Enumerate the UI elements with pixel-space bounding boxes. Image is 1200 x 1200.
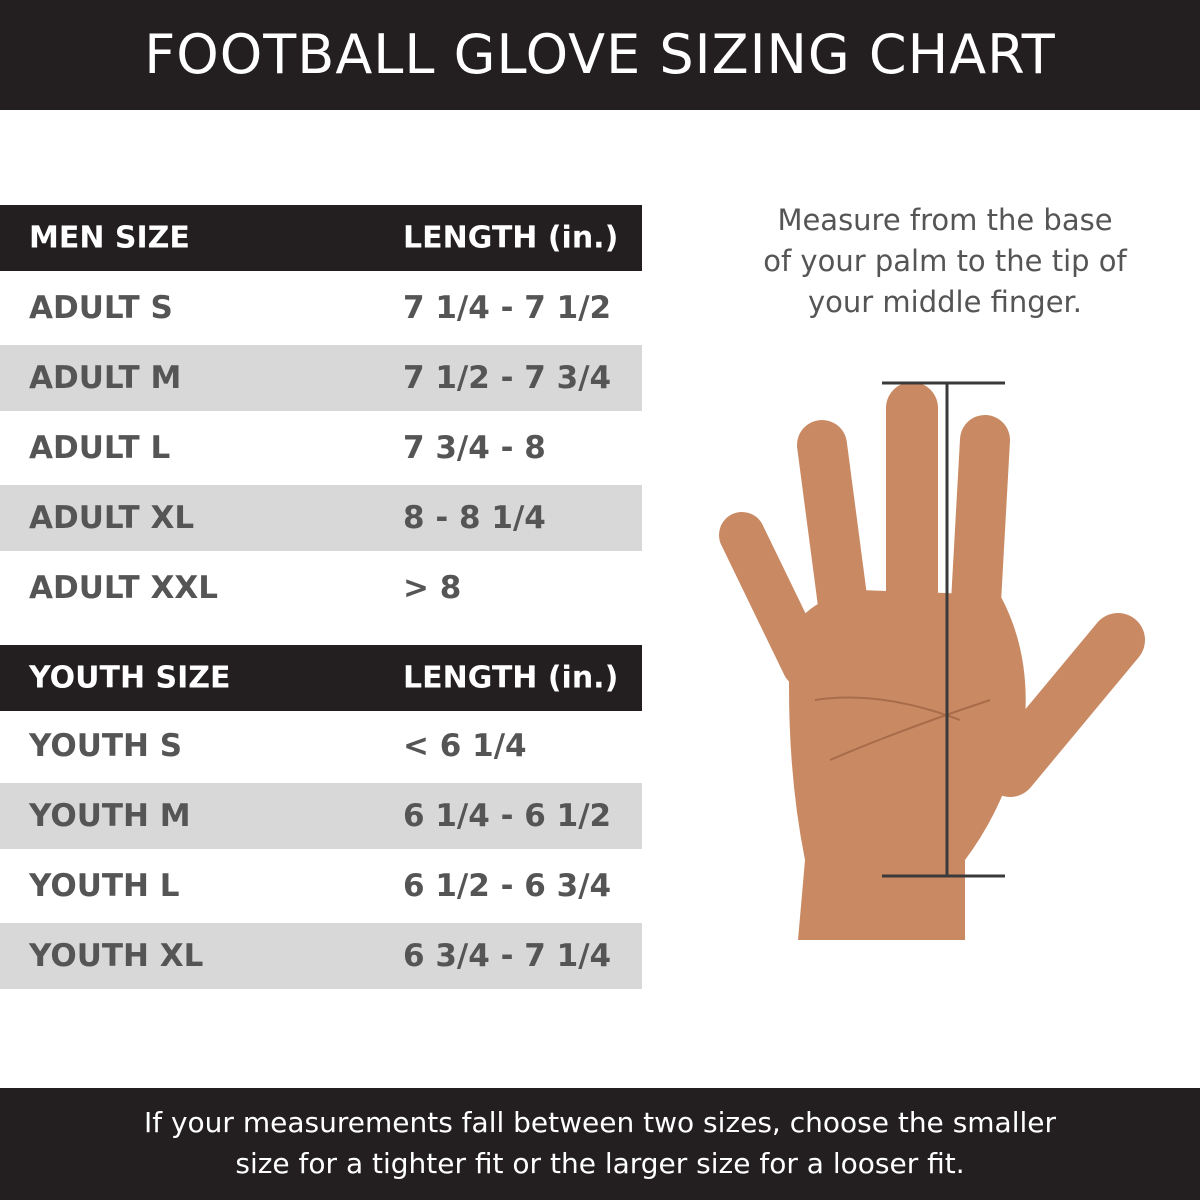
- hand-illustration: [719, 381, 1145, 940]
- table-row: ADULT M 7 1/2 - 7 3/4: [0, 345, 642, 411]
- length-cell: 6 3/4 - 7 1/4: [403, 938, 612, 974]
- footer-line: If your measurements fall between two si…: [143, 1106, 1057, 1139]
- table-row: YOUTH XL 6 3/4 - 7 1/4: [0, 923, 642, 989]
- table-row: ADULT L 7 3/4 - 8: [0, 415, 642, 481]
- measurement-line: [882, 381, 1005, 878]
- table-row: ADULT S 7 1/4 - 7 1/2: [0, 275, 642, 341]
- header-length: LENGTH (in.): [403, 220, 619, 256]
- length-cell: < 6 1/4: [403, 728, 527, 764]
- men-size-table: MEN SIZE LENGTH (in.) ADULT S 7 1/4 - 7 1/…: [0, 205, 642, 621]
- length-cell: > 8: [403, 570, 462, 606]
- length-cell: 6 1/2 - 6 3/4: [403, 868, 612, 904]
- table-row: ADULT XXL > 8: [0, 555, 642, 621]
- header-size: MEN SIZE: [29, 220, 190, 256]
- size-cell: ADULT M: [29, 360, 182, 396]
- table-row: ADULT XL 8 - 8 1/4: [0, 485, 642, 551]
- size-cell: ADULT S: [29, 290, 173, 326]
- size-cell: YOUTH L: [29, 868, 180, 904]
- size-cell: YOUTH XL: [29, 938, 204, 974]
- table-row: YOUTH S < 6 1/4: [0, 713, 642, 779]
- measure-instructions: Measure from the base of your palm to th…: [720, 200, 1170, 323]
- size-cell: ADULT XXL: [29, 570, 219, 606]
- table-row: YOUTH M 6 1/4 - 6 1/2: [0, 783, 642, 849]
- header-size: YOUTH SIZE: [29, 660, 231, 696]
- length-cell: 8 - 8 1/4: [403, 500, 546, 536]
- length-cell: 7 1/2 - 7 3/4: [403, 360, 612, 396]
- table-header: YOUTH SIZE LENGTH (in.): [0, 645, 642, 711]
- instruction-line: of your palm to the tip of: [763, 244, 1127, 278]
- table-row: YOUTH L 6 1/2 - 6 3/4: [0, 853, 642, 919]
- footer-line: size for a tighter fit or the larger siz…: [235, 1147, 965, 1180]
- length-cell: 7 3/4 - 8: [403, 430, 546, 466]
- size-cell: ADULT XL: [29, 500, 195, 536]
- title-bar: FOOTBALL GLOVE SIZING CHART: [0, 0, 1200, 110]
- size-cell: YOUTH S: [29, 728, 183, 764]
- footer-bar: If your measurements fall between two si…: [0, 1088, 1200, 1200]
- header-length: LENGTH (in.): [403, 660, 619, 696]
- youth-size-table: YOUTH SIZE LENGTH (in.) YOUTH S < 6 1/4 YO…: [0, 645, 642, 989]
- table-header: MEN SIZE LENGTH (in.): [0, 205, 642, 271]
- page-title: FOOTBALL GLOVE SIZING CHART: [144, 23, 1056, 86]
- size-cell: YOUTH M: [29, 798, 191, 834]
- instruction-line: your middle finger.: [807, 285, 1083, 319]
- length-cell: 7 1/4 - 7 1/2: [403, 290, 612, 326]
- size-cell: ADULT L: [29, 430, 171, 466]
- instruction-line: Measure from the base: [777, 203, 1113, 237]
- length-cell: 6 1/4 - 6 1/2: [403, 798, 612, 834]
